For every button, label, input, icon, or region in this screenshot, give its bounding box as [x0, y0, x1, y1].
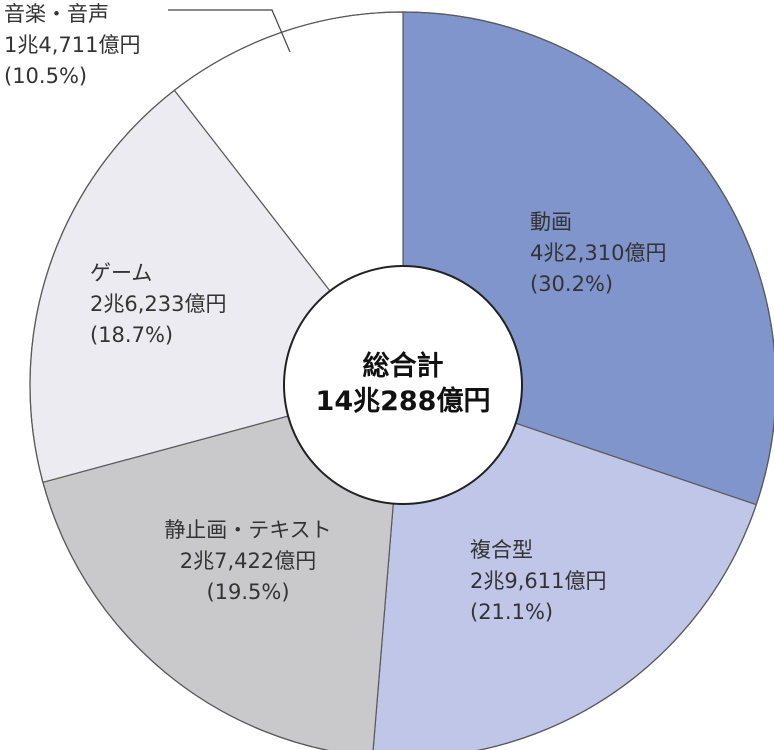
slice-label-amount: 2兆7,422億円: [180, 549, 316, 573]
slice-label-name: 音楽・音声: [4, 2, 109, 26]
center-title: 総合計: [363, 350, 444, 382]
outer-ring: [29, 11, 774, 750]
center-total: 14兆288億円: [316, 386, 491, 417]
slice-label-name: ゲーム: [90, 261, 152, 285]
center-circle: [283, 265, 523, 505]
slice-label-percent: (10.5%): [4, 64, 87, 88]
labels-group: 動画 4兆2,310億円 (30.2%) 複合型 2兆9,611億円 (21.1%) 静止画…: [4, 2, 666, 624]
slice-label-percent: (19.5%): [206, 580, 289, 604]
slice-label-percent: (21.1%): [470, 600, 553, 624]
slice-label-amount: 4兆2,310億円: [530, 241, 666, 265]
slice-label-amount: 1兆4,711億円: [4, 33, 140, 57]
leader-line: [168, 9, 291, 53]
slice-label-amount: 2兆9,611億円: [470, 569, 606, 593]
slice-label-percent: (18.7%): [90, 323, 173, 347]
slice-label-name: 静止画・テキスト: [164, 518, 331, 542]
slice-label-name: 動画: [530, 210, 572, 234]
slice-label-name: 複合型: [470, 538, 533, 562]
slice-label-percent: (30.2%): [530, 272, 613, 296]
slice-label-amount: 2兆6,233億円: [90, 292, 226, 316]
